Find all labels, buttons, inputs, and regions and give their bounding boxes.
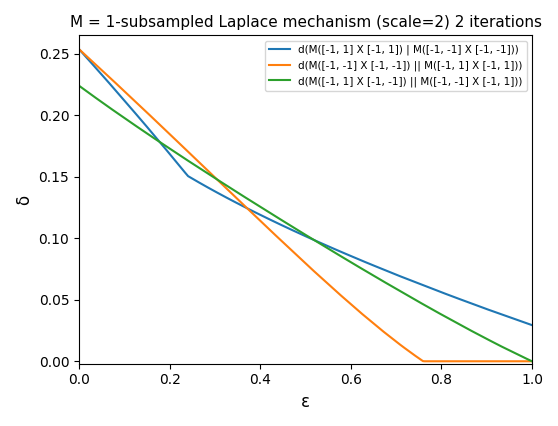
- d(M([-1, 1] X [-1, 1]) | M([-1, -1] X [-1, -1])): [353, 256, 359, 261]
- Legend: d(M([-1, 1] X [-1, 1]) | M([-1, -1] X [-1, -1])), d(M([-1, -1] X [-1, -1]) || M(: d(M([-1, 1] X [-1, 1]) | M([-1, -1] X [-…: [265, 40, 527, 91]
- d(M([-1, 1] X [-1, -1]) || M([-1, -1] X [-1, 1])): [353, 263, 359, 268]
- d(M([-1, -1] X [-1, -1]) || M([-1, 1] X [-1, 1])): [77, 48, 84, 53]
- d(M([-1, 1] X [-1, 1]) | M([-1, -1] X [-1, -1])): [458, 297, 464, 302]
- d(M([-1, -1] X [-1, -1]) || M([-1, 1] X [-1, 1])): [421, 359, 428, 364]
- d(M([-1, 1] X [-1, 1]) | M([-1, -1] X [-1, -1])): [76, 46, 83, 52]
- Line: d(M([-1, 1] X [-1, -1]) || M([-1, -1] X [-1, 1])): d(M([-1, 1] X [-1, -1]) || M([-1, -1] X …: [79, 86, 532, 361]
- Line: d(M([-1, 1] X [-1, 1]) | M([-1, -1] X [-1, -1])): d(M([-1, 1] X [-1, 1]) | M([-1, -1] X [-…: [79, 49, 532, 325]
- d(M([-1, 1] X [-1, -1]) || M([-1, -1] X [-1, 1])): [486, 338, 493, 343]
- d(M([-1, 1] X [-1, 1]) | M([-1, -1] X [-1, -1])): [344, 252, 350, 257]
- d(M([-1, -1] X [-1, -1]) || M([-1, 1] X [-1, 1])): [345, 300, 352, 305]
- d(M([-1, -1] X [-1, -1]) || M([-1, 1] X [-1, 1])): [459, 359, 466, 364]
- Line: d(M([-1, -1] X [-1, -1]) || M([-1, 1] X [-1, 1])): d(M([-1, -1] X [-1, -1]) || M([-1, 1] X …: [79, 49, 532, 361]
- d(M([-1, 1] X [-1, 1]) | M([-1, -1] X [-1, -1])): [486, 308, 493, 313]
- d(M([-1, 1] X [-1, 1]) | M([-1, -1] X [-1, -1])): [77, 48, 84, 53]
- d(M([-1, -1] X [-1, -1]) || M([-1, 1] X [-1, 1])): [76, 46, 83, 52]
- d(M([-1, 1] X [-1, -1]) || M([-1, -1] X [-1, 1])): [76, 83, 83, 88]
- X-axis label: ε: ε: [301, 393, 310, 411]
- d(M([-1, 1] X [-1, -1]) || M([-1, -1] X [-1, 1])): [77, 84, 84, 89]
- d(M([-1, 1] X [-1, -1]) || M([-1, -1] X [-1, 1])): [458, 322, 464, 328]
- d(M([-1, 1] X [-1, -1]) || M([-1, -1] X [-1, 1])): [344, 257, 350, 262]
- d(M([-1, 1] X [-1, -1]) || M([-1, -1] X [-1, 1])): [345, 258, 352, 263]
- d(M([-1, -1] X [-1, -1]) || M([-1, 1] X [-1, 1])): [488, 359, 494, 364]
- d(M([-1, 1] X [-1, 1]) | M([-1, -1] X [-1, -1])): [528, 322, 535, 328]
- d(M([-1, -1] X [-1, -1]) || M([-1, 1] X [-1, 1])): [353, 306, 359, 311]
- d(M([-1, 1] X [-1, 1]) | M([-1, -1] X [-1, -1])): [345, 253, 352, 258]
- d(M([-1, -1] X [-1, -1]) || M([-1, 1] X [-1, 1])): [344, 299, 350, 304]
- Title: M = 1-subsampled Laplace mechanism (scale=2) 2 iterations: M = 1-subsampled Laplace mechanism (scal…: [70, 15, 541, 30]
- d(M([-1, 1] X [-1, -1]) || M([-1, -1] X [-1, 1])): [528, 359, 535, 364]
- d(M([-1, -1] X [-1, -1]) || M([-1, 1] X [-1, 1])): [528, 359, 535, 364]
- Y-axis label: δ: δ: [15, 194, 33, 204]
